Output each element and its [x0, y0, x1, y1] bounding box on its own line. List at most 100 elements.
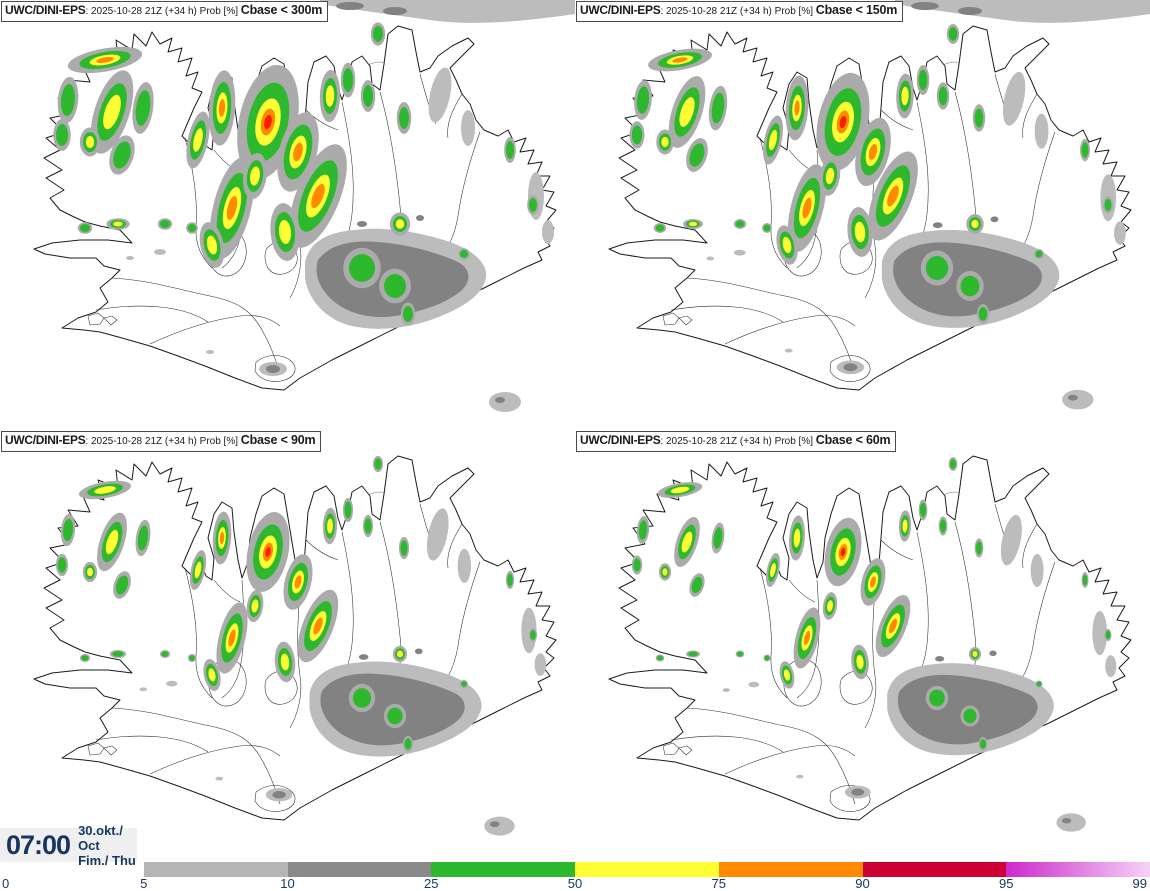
map-layers [33, 0, 575, 412]
run-info: : 2025-10-28 21Z (+34 h) Prob [%] [85, 436, 241, 447]
threshold-label: Cbase < 300m [240, 3, 323, 17]
iceland-map-300m [33, 0, 575, 412]
boundary-line [1022, 93, 1038, 139]
boundary-line [447, 523, 463, 569]
map-panel-cbase-90m: UWC/DINI-EPS: 2025-10-28 21Z (+34 h) Pro… [0, 430, 575, 860]
boundary-line [686, 707, 838, 761]
panel-title-90m: UWC/DINI-EPS: 2025-10-28 21Z (+34 h) Pro… [1, 431, 322, 452]
boundary-line [87, 742, 105, 756]
legend-tick-label: 75 [711, 876, 726, 891]
model-name: UWC/DINI-EPS [5, 433, 86, 447]
boundary-line [724, 315, 856, 345]
iceland-coastline [608, 455, 1132, 821]
valid-date-block: 30.okt./ Oct Fim./ Thu [78, 823, 137, 868]
boundary-line [95, 735, 209, 753]
probability-blob-layer [631, 457, 1112, 751]
boundary-line [103, 315, 118, 326]
threshold-label: Cbase < 150m [815, 3, 898, 17]
boundary-line [254, 355, 296, 382]
boundary-line [149, 745, 281, 775]
panel-title-300m: UWC/DINI-EPS: 2025-10-28 21Z (+34 h) Pro… [1, 1, 329, 22]
probability-colorbar [0, 862, 1150, 877]
legend-tick-label: 25 [424, 876, 439, 891]
boundary-line [724, 745, 856, 775]
boundary-line [829, 355, 871, 382]
colorbar-tick-labels: 0 5 10 25 50 75 90 95 99 [0, 876, 1150, 891]
map-layers [608, 0, 1150, 410]
boundary-line [149, 315, 281, 345]
map-panel-cbase-300m: UWC/DINI-EPS: 2025-10-28 21Z (+34 h) Pro… [0, 0, 575, 430]
legend-tick-label: 0 [2, 876, 10, 891]
boundary-line [305, 109, 339, 131]
model-name: UWC/DINI-EPS [580, 3, 661, 17]
valid-time-box: 07:00 30.okt./ Oct Fim./ Thu [0, 823, 137, 868]
valid-weekday: Fim./ Thu [78, 852, 136, 868]
boundary-line [95, 305, 209, 323]
boundary-line [686, 277, 838, 331]
iceland-map-150m [608, 0, 1150, 410]
boundary-line [670, 305, 784, 323]
legend-segment [862, 862, 1007, 877]
valid-time: 07:00 [6, 829, 71, 860]
iceland-coastline [33, 455, 557, 821]
legend-segment [575, 862, 720, 877]
boundary-line [111, 707, 263, 761]
boundary-line [447, 93, 463, 139]
legend-tick-label: 50 [567, 876, 583, 891]
boundary-line [678, 315, 693, 326]
run-info: : 2025-10-28 21Z (+34 h) Prob [%] [85, 6, 241, 17]
run-info: : 2025-10-28 21Z (+34 h) Prob [%] [660, 6, 816, 17]
legend-tick-label: 90 [855, 876, 870, 891]
run-info: : 2025-10-28 21Z (+34 h) Prob [%] [660, 436, 816, 447]
boundary-line [213, 579, 241, 603]
map-layers [608, 455, 1132, 832]
legend-tick-label: 95 [999, 876, 1014, 891]
boundary-line [184, 567, 213, 699]
boundary-line [880, 539, 914, 561]
map-panel-cbase-60m: UWC/DINI-EPS: 2025-10-28 21Z (+34 h) Pro… [575, 430, 1150, 860]
boundary-line [87, 312, 105, 326]
panel-title-60m: UWC/DINI-EPS: 2025-10-28 21Z (+34 h) Pro… [576, 431, 897, 452]
boundary-line [678, 745, 693, 756]
iceland-map-90m [33, 455, 557, 836]
ocean-cloud-band [895, 0, 1150, 23]
legend-segment [1006, 862, 1150, 877]
boundary-line [829, 785, 871, 812]
legend-tick-label: 10 [280, 876, 295, 891]
probability-blob-layer [55, 455, 538, 753]
legend-segment [287, 862, 432, 877]
boundary-line [662, 742, 680, 756]
iceland-map-60m [608, 455, 1132, 832]
boundary-line [103, 745, 118, 756]
boundary-line [864, 587, 877, 729]
legend-tick-label: 5 [140, 876, 148, 891]
boundary-line [880, 109, 914, 131]
boundary-line [759, 567, 788, 699]
legend-segment [431, 862, 576, 877]
boundary-line [254, 785, 296, 812]
map-panel-cbase-150m: UWC/DINI-EPS: 2025-10-28 21Z (+34 h) Pro… [575, 0, 1150, 430]
threshold-label: Cbase < 90m [240, 433, 316, 447]
boundary-line [836, 759, 856, 805]
panel-title-150m: UWC/DINI-EPS: 2025-10-28 21Z (+34 h) Pro… [576, 1, 904, 22]
probability-blob-layer [53, 22, 539, 326]
valid-date: 30.okt./ Oct [78, 822, 123, 853]
boundary-line [289, 587, 302, 729]
threshold-label: Cbase < 60m [815, 433, 891, 447]
probability-blob-layer [629, 24, 1113, 324]
boundary-line [1022, 523, 1038, 569]
boundary-line [662, 312, 680, 326]
legend-segment [143, 862, 288, 877]
boundary-line [221, 579, 245, 699]
model-name: UWC/DINI-EPS [5, 3, 86, 17]
boundary-line [670, 735, 784, 753]
boundary-line [305, 539, 339, 561]
legend-tick-label: 99 [1132, 876, 1147, 891]
legend-segment [718, 862, 863, 877]
boundary-line [111, 277, 263, 331]
model-name: UWC/DINI-EPS [580, 433, 661, 447]
boundary-line [788, 579, 816, 603]
ocean-cloud-band [320, 0, 575, 23]
map-layers [33, 455, 557, 836]
